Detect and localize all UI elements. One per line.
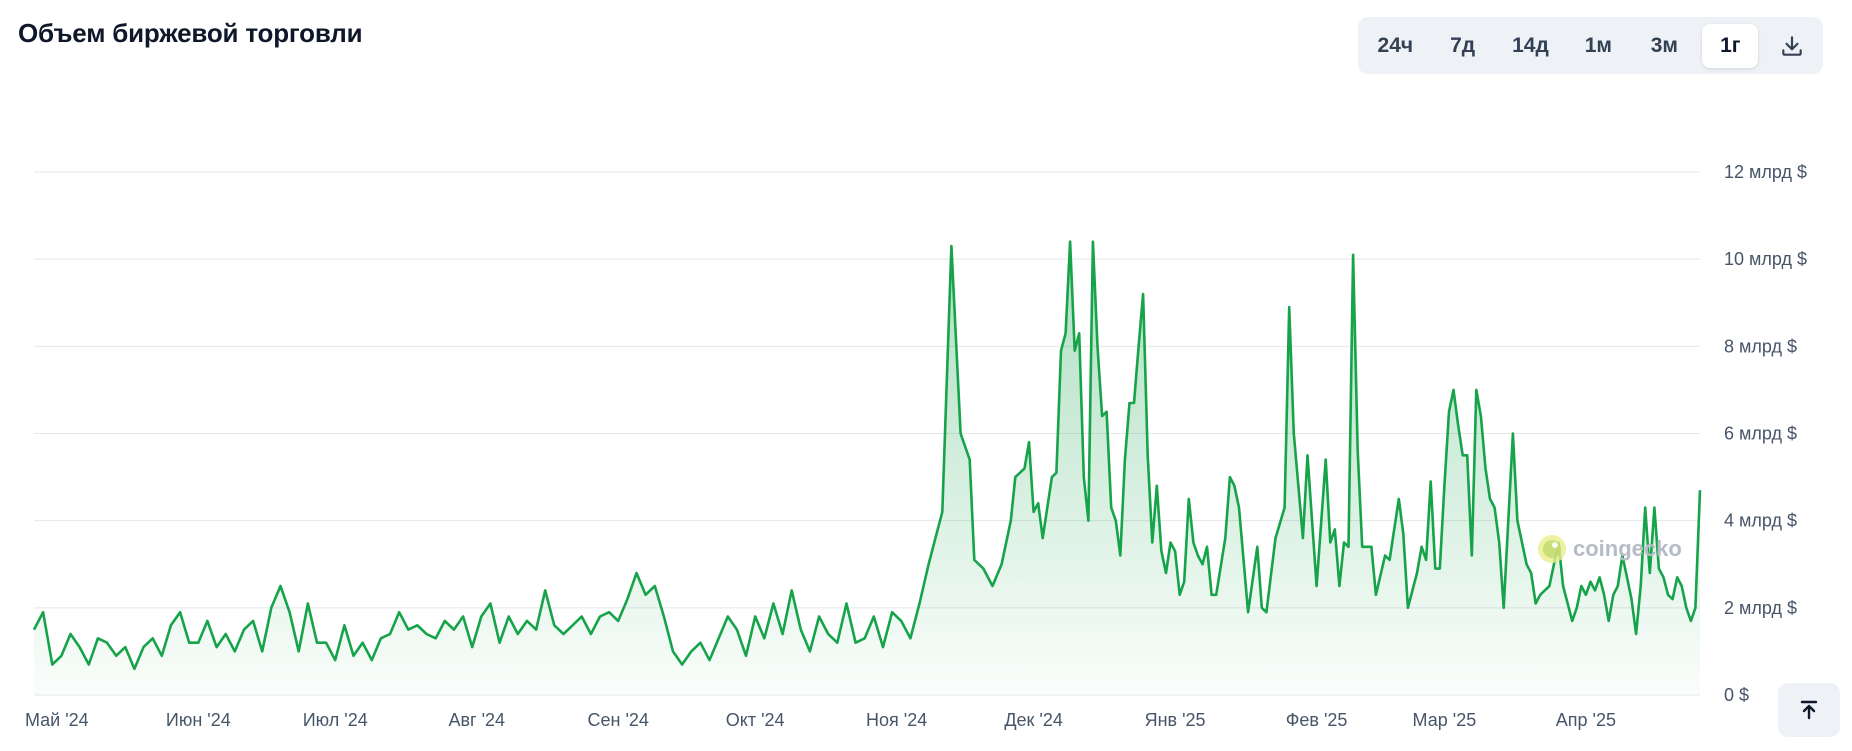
x-tick-label: Июл '24 — [303, 710, 368, 730]
time-range-selector: 24ч 7д 14д 1м 3м 1г — [1358, 17, 1823, 74]
range-button-1y[interactable]: 1г — [1702, 23, 1759, 68]
page-title: Объем биржевой торговли — [18, 18, 363, 48]
watermark: coingecko — [1537, 534, 1682, 564]
y-axis-ticks: 0 $ 2 млрд $ 4 млрд $ 6 млрд $ 8 млрд $ 10 мл… — [1724, 162, 1807, 705]
coingecko-logo-icon — [1538, 535, 1566, 563]
x-tick-label: Окт '24 — [726, 710, 785, 730]
y-tick-label: 0 $ — [1724, 685, 1749, 705]
volume-area-fill — [34, 241, 1700, 695]
range-button-14d[interactable]: 14д — [1512, 33, 1549, 57]
watermark-text: coingecko — [1573, 536, 1682, 561]
download-icon — [1781, 35, 1802, 56]
volume-series-line — [32, 240, 1702, 671]
x-axis-ticks: Май '24 Июн '24 Июл '24 Авг '24 Сен '24 Окт '… — [25, 710, 1616, 730]
y-tick-label: 2 млрд $ — [1724, 598, 1797, 618]
x-tick-label: Сен '24 — [588, 710, 649, 730]
y-tick-label: 10 млрд $ — [1724, 249, 1807, 269]
y-tick-label: 12 млрд $ — [1724, 162, 1807, 182]
range-button-3m[interactable]: 3м — [1650, 33, 1678, 57]
x-tick-label: Авг '24 — [448, 710, 505, 730]
x-tick-label: Янв '25 — [1145, 710, 1206, 730]
scroll-to-top-button[interactable] — [1778, 683, 1840, 737]
x-tick-label: Июн '24 — [166, 710, 231, 730]
x-tick-label: Дек '24 — [1004, 710, 1063, 730]
arrow-up-to-top-icon — [1800, 700, 1818, 720]
x-tick-label: Фев '25 — [1286, 710, 1348, 730]
y-tick-label: 8 млрд $ — [1724, 336, 1797, 356]
x-tick-label: Мар '25 — [1413, 710, 1477, 730]
range-button-24h[interactable]: 24ч — [1377, 33, 1414, 57]
x-tick-label: Май '24 — [25, 710, 89, 730]
range-button-1m[interactable]: 1м — [1584, 33, 1612, 57]
y-tick-label: 4 млрд $ — [1724, 511, 1797, 531]
download-button[interactable] — [1768, 24, 1815, 68]
y-tick-label: 6 млрд $ — [1724, 424, 1797, 444]
x-tick-label: Ноя '24 — [866, 710, 927, 730]
x-tick-label: Апр '25 — [1556, 710, 1616, 730]
range-button-7d[interactable]: 7д — [1450, 33, 1476, 57]
